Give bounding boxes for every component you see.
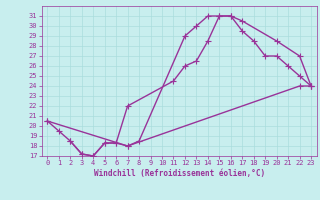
X-axis label: Windchill (Refroidissement éolien,°C): Windchill (Refroidissement éolien,°C) bbox=[94, 169, 265, 178]
